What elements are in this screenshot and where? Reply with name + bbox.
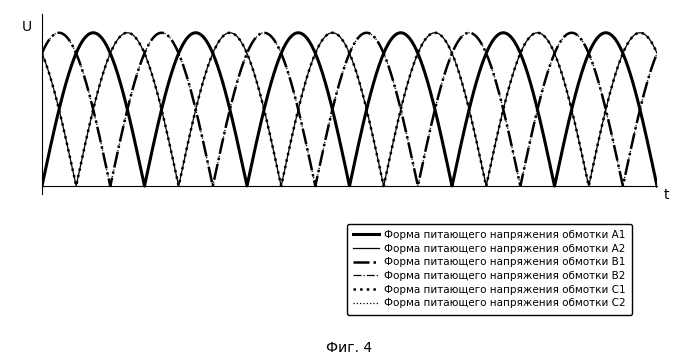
Форма питающего напряжения обмотки C2 xyxy=(641,87,649,91)
Форма питающего напряжения обмотки B1 xyxy=(108,176,116,180)
Форма питающего напряжения обмотки A2 xyxy=(431,31,439,35)
Форма питающего напряжения обмотки C1 xyxy=(641,33,649,37)
Форма питающего напряжения обмотки B1 xyxy=(38,51,46,56)
Форма питающего напряжения обмотки C1 xyxy=(301,84,309,88)
Форма питающего напряжения обмотки C1 xyxy=(38,51,46,56)
Legend: Форма питающего напряжения обмотки A1, Форма питающего напряжения обмотки A2, Фо: Форма питающего напряжения обмотки A1, Ф… xyxy=(347,224,632,314)
Line: Форма питающего напряжения обмотки B2: Форма питающего напряжения обмотки B2 xyxy=(42,33,657,186)
Форма питающего напряжения обмотки A2 xyxy=(482,184,491,188)
Форма питающего напряжения обмотки C2 xyxy=(108,176,116,180)
Форма питающего напряжения обмотки B2 xyxy=(89,31,97,35)
Форма питающего напряжения обмотки A1 xyxy=(38,184,46,188)
Форма питающего напряжения обмотки A2 xyxy=(653,51,661,56)
Форма питающего напряжения обмотки A1 xyxy=(89,31,97,35)
Форма питающего напряжения обмотки A1 xyxy=(274,59,282,64)
Форма питающего напряжения обмотки B1 xyxy=(641,87,649,91)
Форма питающего напряжения обмотки A2 xyxy=(108,47,116,51)
Форма питающего напряжения обмотки B1 xyxy=(260,31,268,35)
Форма питающего напряжения обмотки A2 xyxy=(641,33,649,37)
Форма питающего напряжения обмотки C1 xyxy=(482,184,491,188)
Форма питающего напряжения обмотки B1 xyxy=(145,42,153,47)
Форма питающего напряжения обмотки C1 xyxy=(575,140,583,144)
Форма питающего напряжения обмотки A1 xyxy=(301,34,309,38)
Форма питающего напряжения обмотки C2 xyxy=(208,184,217,188)
Форма питающего напряжения обмотки B1 xyxy=(575,34,583,39)
Форма питающего напряжения обмотки C1 xyxy=(431,31,439,35)
Text: U: U xyxy=(22,19,31,33)
Форма питающего напряжения обмотки B1 xyxy=(301,136,309,140)
Форма питающего напряжения обмотки C2 xyxy=(145,42,153,47)
Line: Форма питающего напряжения обмотки A2: Форма питающего напряжения обмотки A2 xyxy=(42,33,657,186)
Line: Форма питающего напряжения обмотки A1: Форма питающего напряжения обмотки A1 xyxy=(42,33,657,186)
Форма питающего напряжения обмотки B1 xyxy=(208,184,217,188)
Форма питающего напряжения обмотки B2 xyxy=(575,80,583,84)
Форма питающего напряжения обмотки A2 xyxy=(301,84,309,88)
Форма питающего напряжения обмотки A1 xyxy=(575,80,583,84)
Форма питающего напряжения обмотки C2 xyxy=(260,31,268,35)
Форма питающего напряжения обмотки C2 xyxy=(274,45,282,49)
Line: Форма питающего напряжения обмотки B1: Форма питающего напряжения обмотки B1 xyxy=(42,33,657,186)
Форма питающего напряжения обмотки C2 xyxy=(301,136,309,140)
Форма питающего напряжения обмотки B2 xyxy=(108,56,117,60)
Форма питающего напряжения обмотки C1 xyxy=(108,47,116,51)
Форма питающего напряжения обмотки A1 xyxy=(653,184,661,188)
Форма питающего напряжения обмотки B2 xyxy=(301,34,309,38)
Форма питающего напряжения обмотки C2 xyxy=(575,34,583,39)
Форма питающего напряжения обмотки B2 xyxy=(38,184,46,188)
Форма питающего напряжения обмотки A2 xyxy=(145,62,153,66)
Форма питающего напряжения обмотки A1 xyxy=(108,56,117,60)
Text: t: t xyxy=(663,188,669,202)
Text: Фиг. 4: Фиг. 4 xyxy=(326,341,373,355)
Форма питающего напряжения обмотки B2 xyxy=(274,59,282,64)
Форма питающего напряжения обмотки A1 xyxy=(641,129,649,134)
Форма питающего напряжения обмотки C1 xyxy=(273,168,282,173)
Форма питающего напряжения обмотки C2 xyxy=(38,51,46,56)
Форма питающего напряжения обмотки B2 xyxy=(653,184,661,188)
Форма питающего напряжения обмотки C1 xyxy=(653,51,661,56)
Line: Форма питающего напряжения обмотки C1: Форма питающего напряжения обмотки C1 xyxy=(42,33,657,186)
Форма питающего напряжения обмотки B2 xyxy=(641,129,649,134)
Форма питающего напряжения обмотки C2 xyxy=(653,51,661,56)
Форма питающего напряжения обмотки B2 xyxy=(145,164,153,168)
Форма питающего напряжения обмотки B1 xyxy=(653,51,661,56)
Форма питающего напряжения обмотки A2 xyxy=(575,140,583,144)
Форма питающего напряжения обмотки A1 xyxy=(145,164,153,168)
Форма питающего напряжения обмотки B1 xyxy=(274,45,282,49)
Форма питающего напряжения обмотки A2 xyxy=(38,51,46,56)
Форма питающего напряжения обмотки C1 xyxy=(145,62,153,66)
Форма питающего напряжения обмотки A2 xyxy=(273,168,282,173)
Line: Форма питающего напряжения обмотки C2: Форма питающего напряжения обмотки C2 xyxy=(42,33,657,186)
